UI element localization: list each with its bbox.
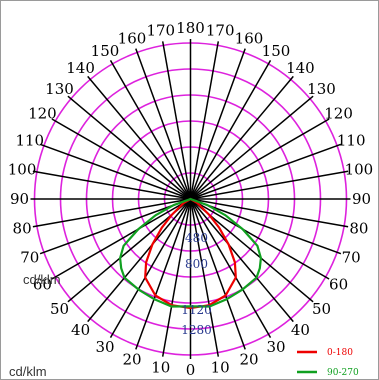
angle-spokes — [30, 39, 351, 359]
ring-label: 1280 — [181, 323, 212, 337]
unit-label-corner: cd/klm — [9, 364, 47, 379]
angle-label: 140 — [286, 59, 315, 77]
angle-spoke — [189, 198, 220, 357]
angle-label: 90 — [352, 190, 371, 208]
angle-label: 70 — [342, 249, 361, 267]
angle-label: 10 — [151, 358, 170, 376]
series-curves — [119, 197, 262, 310]
angle-spoke — [190, 198, 342, 255]
angle-spoke — [32, 170, 191, 200]
angle-label: 70 — [20, 249, 39, 267]
angle-label: 110 — [337, 132, 366, 150]
angle-spoke — [189, 198, 246, 350]
angle-spoke — [161, 198, 192, 357]
legend: 0-180 90-270 — [297, 348, 359, 378]
angle-spoke — [32, 198, 191, 228]
angle-label: 150 — [91, 42, 120, 60]
series-curve-0-180 — [144, 197, 237, 310]
angle-label: 120 — [28, 105, 57, 123]
angle-label: 160 — [118, 29, 147, 47]
angle-labels: 180 170 1601501401301201101009080706050403… — [8, 19, 373, 379]
angle-label: 60 — [329, 276, 348, 294]
angle-spoke — [190, 143, 342, 200]
angle-spoke — [190, 118, 330, 200]
angle-label: 50 — [312, 300, 331, 318]
angle-label: 40 — [291, 321, 310, 339]
angle-label: 160 — [235, 29, 264, 47]
angle-spoke — [109, 198, 192, 338]
angle-label: 40 — [71, 321, 90, 339]
angle-spoke — [190, 170, 349, 200]
angle-spoke — [39, 143, 191, 200]
angle-label: 100 — [8, 160, 37, 178]
angle-spoke — [51, 118, 191, 200]
legend-label-0-180: 0-180 — [327, 348, 353, 358]
angle-label: 100 — [345, 160, 374, 178]
angle-label: 30 — [266, 338, 285, 356]
angle-spoke — [189, 48, 246, 200]
angle-spoke — [189, 60, 272, 200]
angle-label: 170 — [146, 22, 175, 40]
angle-spoke — [189, 75, 294, 200]
angle-label: 30 — [95, 338, 114, 356]
angle-spoke — [135, 48, 192, 200]
legend-label-90-270: 90-270 — [327, 368, 359, 378]
angle-label: 170 — [206, 22, 235, 40]
angle-spoke — [190, 198, 330, 280]
angle-spoke — [87, 75, 192, 200]
angle-spoke — [109, 60, 192, 200]
angle-spoke — [135, 198, 192, 350]
angle-label: 130 — [45, 80, 74, 98]
angle-label: 110 — [15, 132, 44, 150]
angle-label: 140 — [66, 59, 95, 77]
angle-label: 10 — [211, 358, 230, 376]
angle-spoke — [189, 198, 272, 338]
angle-label: 20 — [239, 351, 258, 369]
angle-label: 50 — [50, 300, 69, 318]
angle-label: 130 — [307, 80, 336, 98]
angle-label: 80 — [349, 220, 368, 238]
unit-label-inner: cd/klm — [23, 272, 61, 287]
angle-spoke — [189, 198, 294, 323]
angle-spoke — [39, 198, 191, 255]
angle-label: 180 — [176, 19, 205, 37]
angle-spoke — [51, 198, 191, 280]
angle-spoke — [190, 95, 314, 200]
ring-label: 1120 — [181, 303, 212, 317]
angle-label: 120 — [324, 105, 353, 123]
angle-spoke — [87, 198, 192, 323]
angle-label: 60 — [33, 276, 52, 294]
angle-spoke — [189, 41, 220, 200]
angle-label: 80 — [13, 220, 32, 238]
angle-spoke — [190, 198, 349, 228]
angle-label: 90 — [10, 190, 29, 208]
ring-label: 480 — [185, 231, 208, 245]
angle-spoke — [67, 95, 191, 200]
angle-label: 150 — [262, 42, 291, 60]
angle-label: 20 — [122, 351, 141, 369]
ring-label: 800 — [185, 257, 208, 271]
ring-labels: 480 800 1120 1280 — [181, 231, 212, 337]
angle-spoke — [161, 41, 192, 200]
angle-label: 0 — [186, 361, 196, 379]
series-curve-90-270 — [119, 197, 262, 308]
